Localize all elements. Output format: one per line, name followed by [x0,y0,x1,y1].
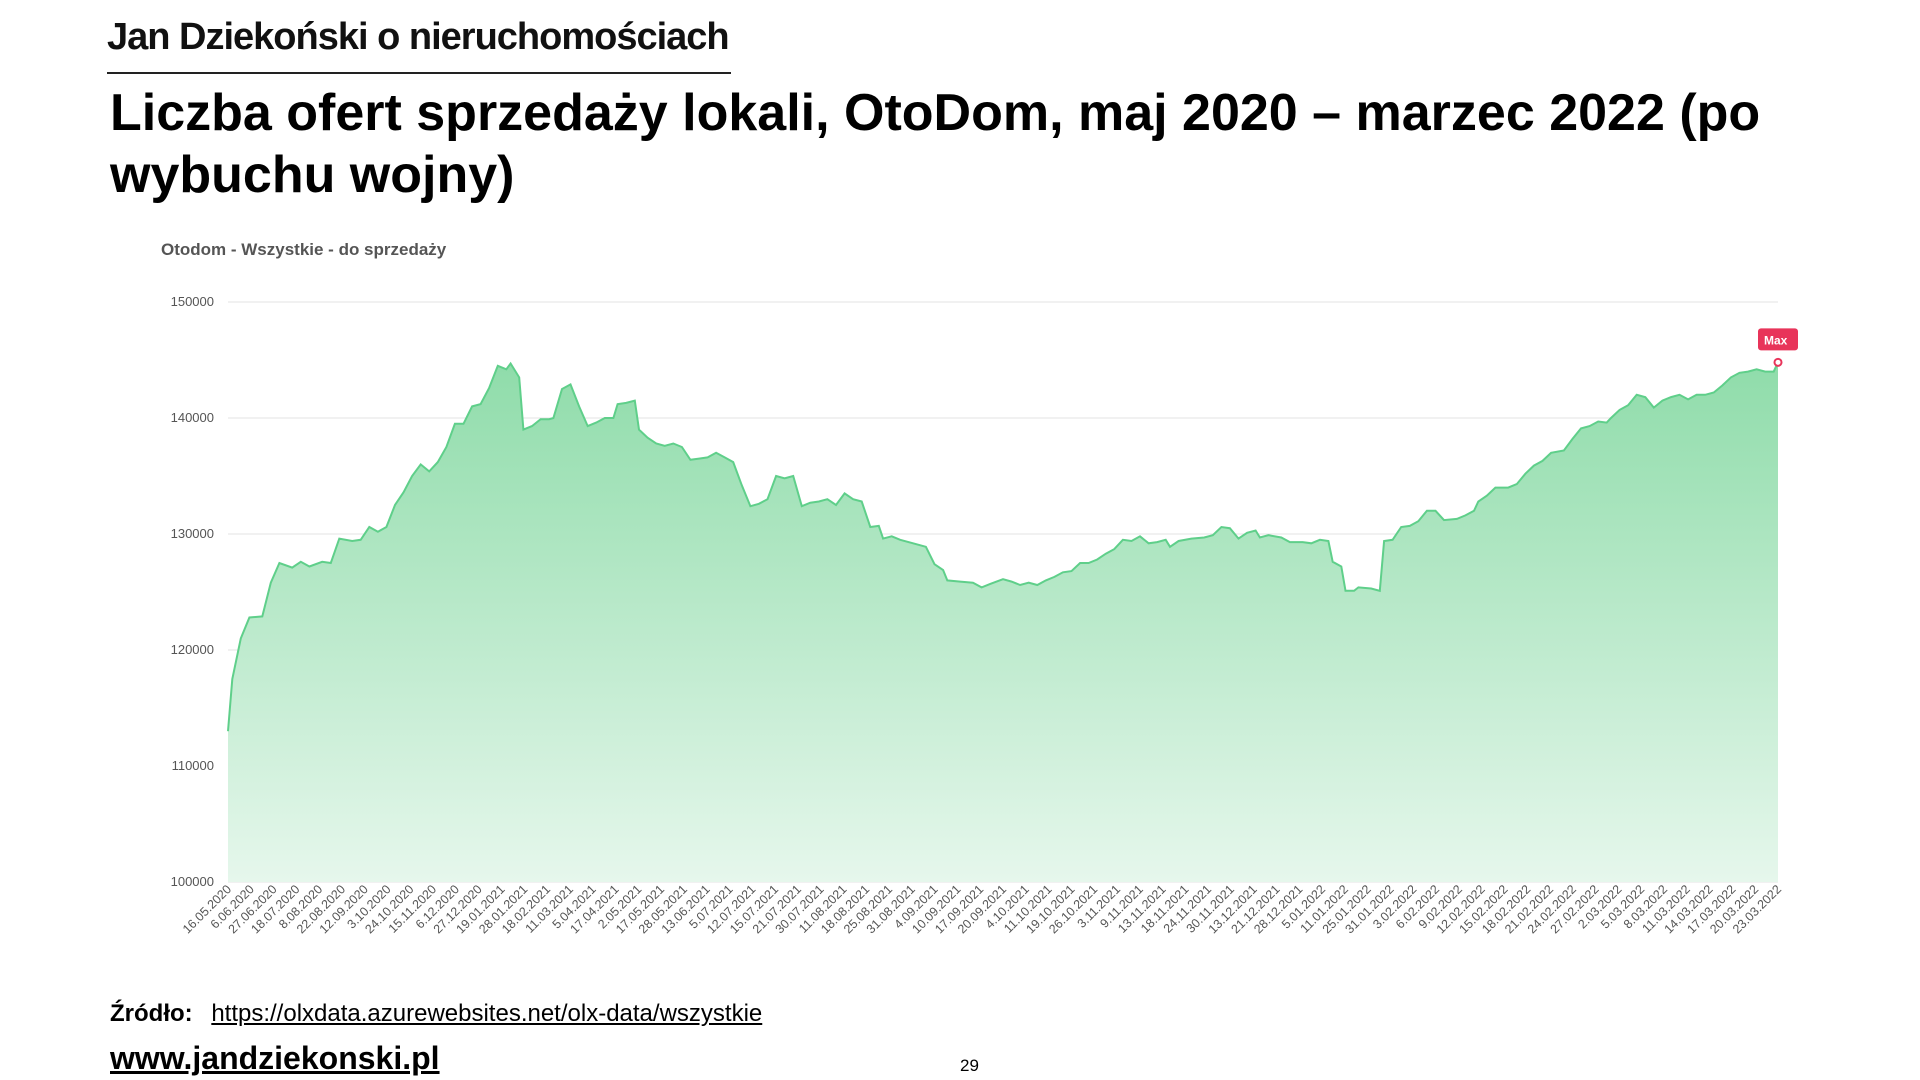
source-link[interactable]: https://olxdata.azurewebsites.net/olx-da… [211,1000,763,1027]
chart-title: Otodom - Wszystkie - do sprzedaży [161,240,447,259]
website-link[interactable]: www.jandziekonski.pl [110,1040,440,1076]
source-row: Źródło: https://olxdata.azurewebsites.ne… [110,1000,762,1028]
y-tick-label: 110000 [172,758,214,773]
max-point [1773,357,1783,367]
y-tick-label: 150000 [171,294,214,309]
series-line [227,361,1779,732]
chart-container: Otodom - Wszystkie - do sprzedaży 100000… [140,228,1800,988]
source-label: Źródło: [110,1000,193,1027]
brand-underline [107,72,731,74]
max-badge [1758,328,1798,351]
y-tick-label: 100000 [171,874,214,889]
y-axis: 100000 110000 120000 130000 140000 150000 [171,294,214,889]
y-tick-label: 140000 [171,410,214,425]
max-badge-label: Max [1764,333,1788,347]
x-axis: 16.05.20206.06.202027.06.202018.07.20208… [180,882,1784,936]
max-marker: Max [1758,328,1798,367]
page-number: 29 [960,1056,979,1075]
y-tick-label: 120000 [171,642,214,657]
y-tick-label: 130000 [171,526,214,541]
slide-title: Liczba ofert sprzedaży lokali, OtoDom, m… [110,84,1761,204]
area-fill [228,362,1778,882]
brand-header: Jan Dziekoński o nieruchomościach [107,16,730,58]
area-chart: Otodom - Wszystkie - do sprzedaży 100000… [161,240,1798,936]
